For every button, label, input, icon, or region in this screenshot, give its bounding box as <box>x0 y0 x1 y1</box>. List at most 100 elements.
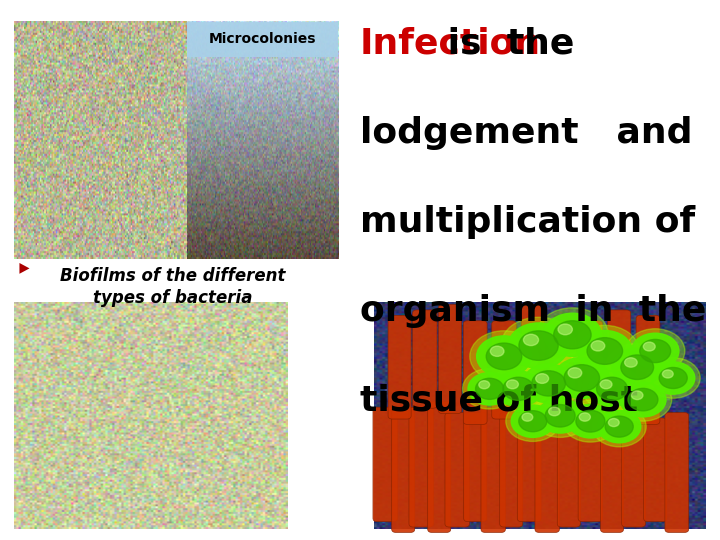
Circle shape <box>662 370 673 378</box>
Circle shape <box>587 338 623 364</box>
Text: tissue of host: tissue of host <box>360 383 638 417</box>
Circle shape <box>631 391 643 400</box>
FancyBboxPatch shape <box>392 407 415 532</box>
FancyBboxPatch shape <box>481 407 505 532</box>
Circle shape <box>503 377 534 400</box>
Circle shape <box>621 355 654 380</box>
FancyBboxPatch shape <box>413 310 437 408</box>
FancyBboxPatch shape <box>557 413 580 527</box>
Circle shape <box>582 367 642 411</box>
FancyBboxPatch shape <box>500 413 523 527</box>
Circle shape <box>500 317 576 374</box>
FancyBboxPatch shape <box>445 413 469 527</box>
Circle shape <box>532 371 565 396</box>
Circle shape <box>591 341 605 351</box>
Text: Microcolonies: Microcolonies <box>209 32 317 46</box>
Circle shape <box>537 399 583 433</box>
Circle shape <box>490 346 504 356</box>
FancyBboxPatch shape <box>464 413 487 522</box>
FancyBboxPatch shape <box>521 305 544 414</box>
Circle shape <box>522 413 533 421</box>
FancyBboxPatch shape <box>665 413 689 532</box>
Circle shape <box>505 401 560 442</box>
Circle shape <box>523 364 575 403</box>
Circle shape <box>568 404 613 438</box>
FancyBboxPatch shape <box>373 407 397 522</box>
Circle shape <box>620 382 666 417</box>
Circle shape <box>608 418 619 427</box>
Circle shape <box>644 342 655 351</box>
Circle shape <box>660 367 687 389</box>
Circle shape <box>536 308 608 362</box>
Circle shape <box>626 329 685 373</box>
Circle shape <box>577 330 632 372</box>
Circle shape <box>519 331 558 360</box>
FancyBboxPatch shape <box>578 321 603 419</box>
Circle shape <box>568 368 582 378</box>
Circle shape <box>495 371 542 407</box>
Circle shape <box>489 367 548 411</box>
FancyBboxPatch shape <box>464 321 487 424</box>
Circle shape <box>588 371 636 407</box>
Text: types of bacteria: types of bacteria <box>93 289 253 307</box>
FancyBboxPatch shape <box>550 321 574 424</box>
Circle shape <box>606 416 634 437</box>
Circle shape <box>547 352 616 404</box>
Circle shape <box>640 340 670 362</box>
Circle shape <box>628 388 658 411</box>
Circle shape <box>593 407 647 447</box>
Circle shape <box>475 378 504 399</box>
Circle shape <box>612 348 662 386</box>
Circle shape <box>516 359 581 408</box>
Text: multiplication of: multiplication of <box>360 205 696 239</box>
Circle shape <box>631 333 679 369</box>
Circle shape <box>469 330 538 382</box>
Circle shape <box>597 377 627 400</box>
Circle shape <box>531 394 589 437</box>
FancyBboxPatch shape <box>428 402 451 532</box>
Circle shape <box>579 413 590 421</box>
Circle shape <box>598 410 641 443</box>
Circle shape <box>468 373 511 405</box>
FancyBboxPatch shape <box>187 22 338 57</box>
Circle shape <box>518 410 547 432</box>
Circle shape <box>554 357 609 399</box>
Circle shape <box>463 368 517 409</box>
FancyBboxPatch shape <box>644 418 667 522</box>
Circle shape <box>570 325 639 377</box>
Circle shape <box>606 343 669 391</box>
Circle shape <box>511 405 554 437</box>
Circle shape <box>614 378 672 421</box>
FancyBboxPatch shape <box>518 418 541 522</box>
Circle shape <box>554 321 591 349</box>
Circle shape <box>508 323 569 368</box>
Circle shape <box>479 381 490 389</box>
Circle shape <box>545 404 575 427</box>
Polygon shape <box>19 263 30 274</box>
FancyBboxPatch shape <box>600 407 624 532</box>
Circle shape <box>477 336 531 377</box>
FancyBboxPatch shape <box>636 315 660 424</box>
FancyBboxPatch shape <box>578 413 603 522</box>
Circle shape <box>625 357 637 367</box>
Circle shape <box>544 313 601 356</box>
Text: is  the: is the <box>435 27 574 61</box>
FancyBboxPatch shape <box>409 407 433 527</box>
Circle shape <box>576 410 605 432</box>
FancyBboxPatch shape <box>608 310 631 414</box>
Circle shape <box>558 324 572 335</box>
Circle shape <box>564 364 600 391</box>
Circle shape <box>652 362 695 394</box>
Circle shape <box>647 357 701 399</box>
Circle shape <box>549 407 560 416</box>
FancyBboxPatch shape <box>492 321 516 419</box>
Text: lodgement   and: lodgement and <box>360 116 693 150</box>
Circle shape <box>600 380 612 389</box>
FancyBboxPatch shape <box>388 315 411 419</box>
FancyBboxPatch shape <box>622 413 646 527</box>
Circle shape <box>486 343 522 370</box>
Text: organism  in  the: organism in the <box>360 294 706 328</box>
Text: Biofilms of the different: Biofilms of the different <box>60 267 286 285</box>
Circle shape <box>523 334 539 346</box>
Circle shape <box>507 380 518 389</box>
